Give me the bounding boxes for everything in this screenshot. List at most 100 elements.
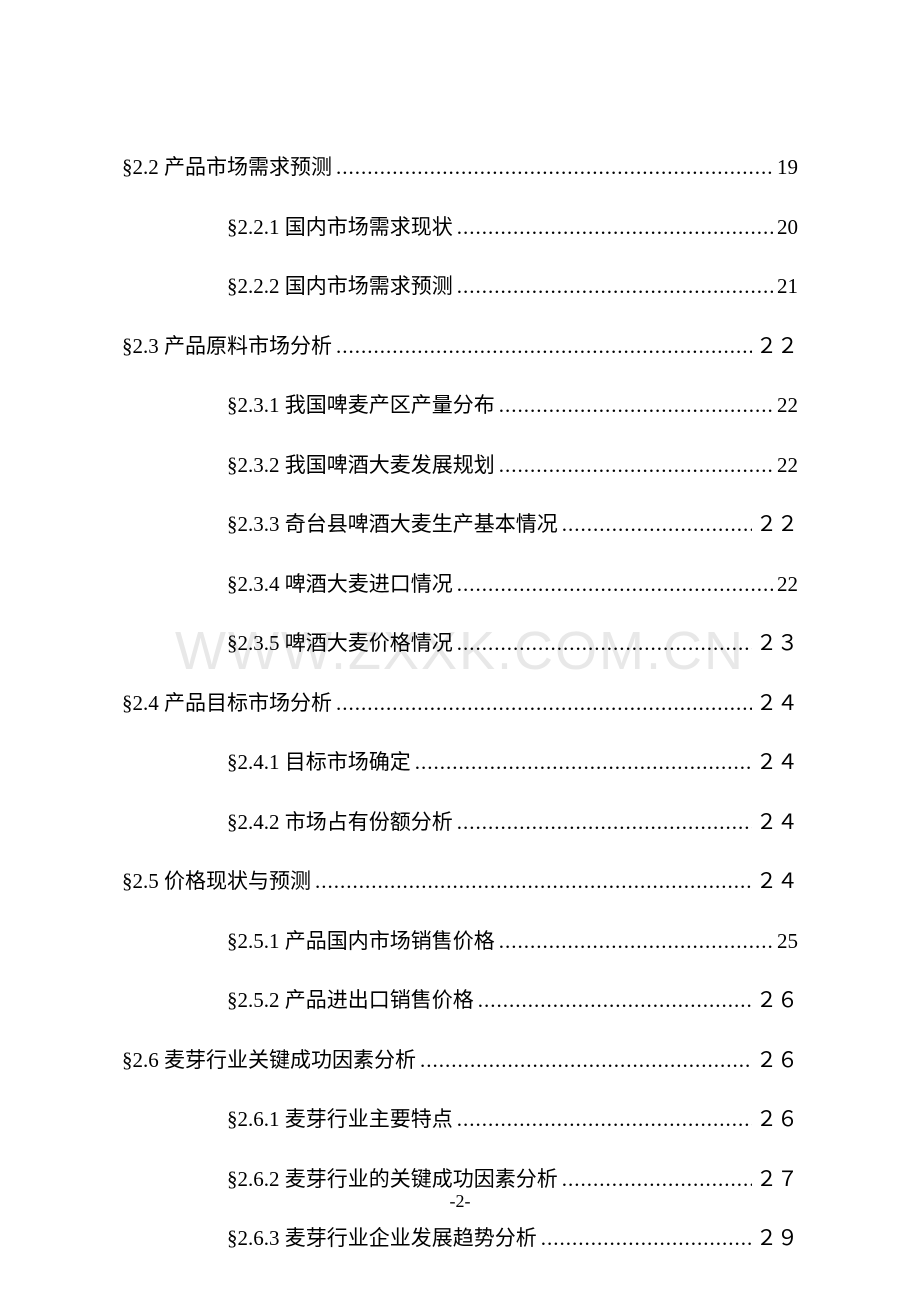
- toc-section-number: §2.4.2: [227, 810, 280, 834]
- toc-leader-dots: ........................................…: [499, 390, 773, 422]
- toc-section-number: §2.2.1: [227, 215, 280, 239]
- toc-section-number: §2.2.2: [227, 274, 280, 298]
- toc-page-number: ２７: [756, 1164, 798, 1196]
- toc-title: 奇台县啤酒大麦生产基本情况: [285, 512, 558, 536]
- toc-entry: §2.6.2 麦芽行业的关键成功因素分析....................…: [122, 1164, 798, 1196]
- toc-entry: §2.3.3 奇台县啤酒大麦生产基本情况....................…: [122, 509, 798, 541]
- toc-entry-label: §2.6.1 麦芽行业主要特点: [227, 1104, 453, 1136]
- toc-entry: §2.3.2 我国啤酒大麦发展规划.......................…: [122, 450, 798, 482]
- toc-section-number: §2.4: [122, 691, 159, 715]
- toc-entry: §2.3.5 啤酒大麦价格情况.........................…: [122, 628, 798, 660]
- toc-entry-label: §2.4 产品目标市场分析: [122, 688, 332, 720]
- toc-entry-label: §2.3.5 啤酒大麦价格情况: [227, 628, 453, 660]
- toc-leader-dots: ........................................…: [499, 450, 773, 482]
- toc-entry-label: §2.6 麦芽行业关键成功因素分析: [122, 1045, 416, 1077]
- toc-entry-label: §2.2.2 国内市场需求预测: [227, 271, 453, 303]
- toc-section-number: §2.6: [122, 1048, 159, 1072]
- toc-leader-dots: ........................................…: [415, 747, 752, 779]
- toc-leader-dots: ........................................…: [420, 1045, 752, 1077]
- toc-title: 啤酒大麦进口情况: [285, 572, 453, 596]
- toc-entry: §2.6.3 麦芽行业企业发展趋势分析.....................…: [122, 1223, 798, 1255]
- toc-title: 麦芽行业关键成功因素分析: [164, 1048, 416, 1072]
- toc-title: 价格现状与预测: [164, 869, 311, 893]
- toc-page-number: ２６: [756, 1045, 798, 1077]
- toc-leader-dots: ........................................…: [336, 331, 752, 363]
- toc-page-number: ２９: [756, 1223, 798, 1255]
- toc-entry: §2.6.1 麦芽行业主要特点.........................…: [122, 1104, 798, 1136]
- toc-entry-label: §2.2 产品市场需求预测: [122, 152, 332, 184]
- toc-entry-label: §2.4.1 目标市场确定: [227, 747, 411, 779]
- toc-leader-dots: ........................................…: [457, 271, 773, 303]
- toc-title: 目标市场确定: [285, 750, 411, 774]
- toc-page-number: ２２: [756, 509, 798, 541]
- toc-title: 麦芽行业的关键成功因素分析: [285, 1167, 558, 1191]
- toc-title: 国内市场需求预测: [285, 274, 453, 298]
- toc-page-number: 22: [777, 450, 798, 482]
- toc-entry: §2.5 价格现状与预测............................…: [122, 866, 798, 898]
- toc-section-number: §2.3.2: [227, 453, 280, 477]
- toc-leader-dots: ........................................…: [336, 152, 773, 184]
- toc-page-number: 19: [777, 152, 798, 184]
- toc-entry-label: §2.3.4 啤酒大麦进口情况: [227, 569, 453, 601]
- toc-section-number: §2.6.2: [227, 1167, 280, 1191]
- toc-page-number: 20: [777, 212, 798, 244]
- toc-leader-dots: ........................................…: [562, 509, 752, 541]
- toc-page-number: ２４: [756, 866, 798, 898]
- toc-entry-label: §2.3.1 我国啤麦产区产量分布: [227, 390, 495, 422]
- toc-entry-label: §2.4.2 市场占有份额分析: [227, 807, 453, 839]
- toc-section-number: §2.3.1: [227, 393, 280, 417]
- toc-leader-dots: ........................................…: [457, 1104, 752, 1136]
- toc-entry-label: §2.5.2 产品进出口销售价格: [227, 985, 474, 1017]
- toc-leader-dots: ........................................…: [562, 1164, 752, 1196]
- toc-entry: §2.4.2 市场占有份额分析.........................…: [122, 807, 798, 839]
- toc-entry: §2.3.1 我国啤麦产区产量分布.......................…: [122, 390, 798, 422]
- toc-entry-label: §2.5.1 产品国内市场销售价格: [227, 926, 495, 958]
- toc-leader-dots: ........................................…: [541, 1223, 752, 1255]
- toc-title: 啤酒大麦价格情况: [285, 631, 453, 655]
- toc-section-number: §2.3.5: [227, 631, 280, 655]
- toc-section-number: §2.3.4: [227, 572, 280, 596]
- toc-entry: §2.2 产品市场需求预测...........................…: [122, 152, 798, 184]
- toc-page-number: ２４: [756, 747, 798, 779]
- toc-leader-dots: ........................................…: [499, 926, 773, 958]
- toc-title: 产品目标市场分析: [164, 691, 332, 715]
- toc-entry-label: §2.3.3 奇台县啤酒大麦生产基本情况: [227, 509, 558, 541]
- toc-entry-label: §2.6.3 麦芽行业企业发展趋势分析: [227, 1223, 537, 1255]
- toc-title: 市场占有份额分析: [285, 810, 453, 834]
- toc-title: 产品原料市场分析: [164, 334, 332, 358]
- toc-title: 麦芽行业企业发展趋势分析: [285, 1226, 537, 1250]
- toc-page-number: ２４: [756, 807, 798, 839]
- toc-entry: §2.5.2 产品进出口销售价格........................…: [122, 985, 798, 1017]
- toc-page-number: 25: [777, 926, 798, 958]
- toc-section-number: §2.3: [122, 334, 159, 358]
- toc-entry-label: §2.2.1 国内市场需求现状: [227, 212, 453, 244]
- toc-entry: §2.5.1 产品国内市场销售价格.......................…: [122, 926, 798, 958]
- toc-section-number: §2.4.1: [227, 750, 280, 774]
- toc-leader-dots: ........................................…: [336, 688, 752, 720]
- toc-section-number: §2.2: [122, 155, 159, 179]
- toc-page-number: 22: [777, 390, 798, 422]
- toc-entry: §2.4.1 目标市场确定...........................…: [122, 747, 798, 779]
- toc-page-number: ２６: [756, 1104, 798, 1136]
- toc-page-number: ２６: [756, 985, 798, 1017]
- toc-entry: §2.2.2 国内市场需求预测.........................…: [122, 271, 798, 303]
- toc-section-number: §2.5.2: [227, 988, 280, 1012]
- toc-page-number: 21: [777, 271, 798, 303]
- toc-title: 麦芽行业主要特点: [285, 1107, 453, 1131]
- toc-section-number: §2.5.1: [227, 929, 280, 953]
- toc-entry-label: §2.3.2 我国啤酒大麦发展规划: [227, 450, 495, 482]
- toc-section-number: §2.5: [122, 869, 159, 893]
- toc-title: 产品国内市场销售价格: [285, 929, 495, 953]
- toc-entry: §2.3.4 啤酒大麦进口情况.........................…: [122, 569, 798, 601]
- toc-leader-dots: ........................................…: [457, 807, 752, 839]
- toc-entry-label: §2.3 产品原料市场分析: [122, 331, 332, 363]
- toc-section-number: §2.6.1: [227, 1107, 280, 1131]
- toc-page-number: ２４: [756, 688, 798, 720]
- toc-entry-label: §2.5 价格现状与预测: [122, 866, 311, 898]
- toc-entry: §2.2.1 国内市场需求现状.........................…: [122, 212, 798, 244]
- toc-page-number: ２３: [756, 628, 798, 660]
- toc-leader-dots: ........................................…: [457, 628, 752, 660]
- toc-leader-dots: ........................................…: [478, 985, 752, 1017]
- toc-entry-label: §2.6.2 麦芽行业的关键成功因素分析: [227, 1164, 558, 1196]
- toc-page-number: ２２: [756, 331, 798, 363]
